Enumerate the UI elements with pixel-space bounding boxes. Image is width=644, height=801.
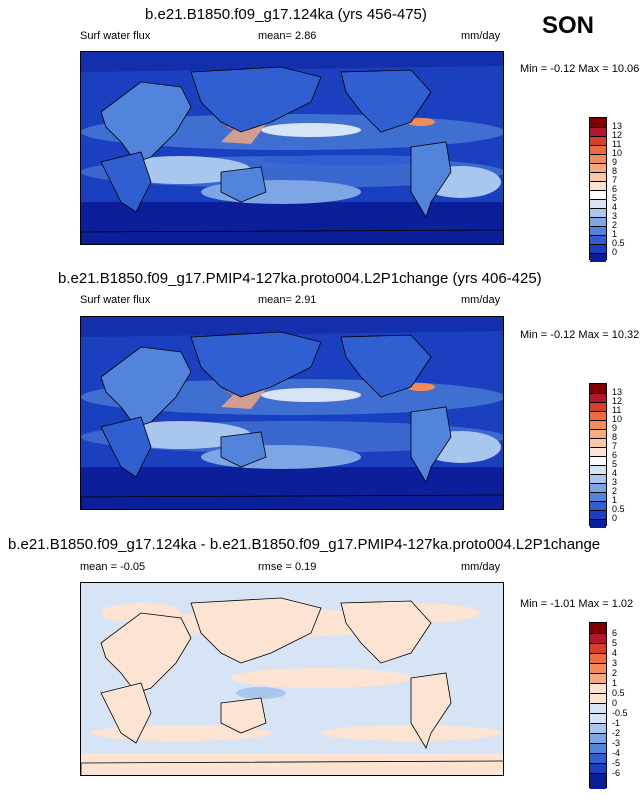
colorbar-tick: 0 <box>612 698 618 708</box>
colorbar-tick: 4 <box>612 468 618 478</box>
panel2-variable-label: Surf water flux <box>80 294 151 306</box>
colorbar-tick: 4 <box>612 648 618 658</box>
panel3-units: mm/day <box>461 561 501 573</box>
colorbar-tick: 0.5 <box>612 688 625 698</box>
colorbar-tick: 6 <box>612 628 618 638</box>
panel3-rmse-value: 0.19 <box>295 561 317 573</box>
colorbar-tick: 5 <box>612 193 618 203</box>
colorbar-tick: 13 <box>612 121 623 131</box>
panel2-units: mm/day <box>461 294 501 306</box>
panel1-variable-label: Surf water flux <box>80 30 151 42</box>
colorbar-tick: 2 <box>612 668 618 678</box>
colorbar-tick: 12 <box>612 130 623 140</box>
colorbar-tick: -2 <box>612 728 621 738</box>
panel3-rmse-label: rmse = 0.19 <box>258 561 317 573</box>
colorbar-tick: 8 <box>612 166 618 176</box>
colorbar-tick: 6 <box>612 450 618 460</box>
colorbar-tick: 5 <box>612 638 618 648</box>
panel3-title: b.e21.B1850.f09_g17.124ka - b.e21.B1850.… <box>8 536 601 553</box>
panel3-mean-value: -0.05 <box>120 561 146 573</box>
colorbar-tick: 1 <box>612 229 618 239</box>
season-label: SON <box>542 12 595 39</box>
panel1-units: mm/day <box>461 30 501 42</box>
panel1-minmax: Min = -0.12 Max = 10.06 <box>520 63 640 75</box>
colorbar-tick: 13 <box>612 387 623 397</box>
panel2-colorbar <box>589 383 607 528</box>
panel2-mean-value: 2.91 <box>295 294 317 306</box>
panel3-min-value: -1.01 <box>550 598 576 610</box>
colorbar-tick: 0 <box>612 247 618 257</box>
colorbar-tick: 7 <box>612 441 618 451</box>
colorbar-tick: 12 <box>612 396 623 406</box>
colorbar-tick: 10 <box>612 148 623 158</box>
panel2-max-value: 10.32 <box>611 329 640 341</box>
panel2-minmax: Min = -0.12 Max = 10.32 <box>520 329 640 341</box>
colorbar-tick: 9 <box>612 423 618 433</box>
colorbar-tick: 1 <box>612 495 618 505</box>
colorbar-tick: 0 <box>612 513 618 523</box>
colorbar-tick: -3 <box>612 738 621 748</box>
colorbar-tick: 1 <box>612 678 618 688</box>
colorbar-tick: 9 <box>612 157 618 167</box>
colorbar-tick: 3 <box>612 477 618 487</box>
panel1-map <box>80 51 504 245</box>
colorbar-tick: 3 <box>612 211 618 221</box>
panel3-map <box>80 582 504 776</box>
colorbar-tick: -1 <box>612 718 621 728</box>
panel1-mean-label: mean= 2.86 <box>258 30 317 42</box>
panel1-colorbar <box>589 117 607 262</box>
colorbar-tick: 2 <box>612 486 618 496</box>
colorbar-tick: 3 <box>612 658 618 668</box>
colorbar-tick: 0.5 <box>612 504 625 514</box>
panel3-mean-label: mean = -0.05 <box>80 561 146 573</box>
colorbar-tick: 0.5 <box>612 238 625 248</box>
panel1-mean-value: 2.86 <box>295 30 317 42</box>
panel1-min-value: -0.12 <box>550 63 576 75</box>
panel2-mean-label: mean= 2.91 <box>258 294 317 306</box>
colorbar-tick: 7 <box>612 175 618 185</box>
panel3-max-value: 1.02 <box>611 598 634 610</box>
colorbar-tick: 11 <box>612 139 622 149</box>
colorbar-tick: 6 <box>612 184 618 194</box>
colorbar-tick: 8 <box>612 432 618 442</box>
colorbar-tick: 10 <box>612 414 623 424</box>
panel3-minmax: Min = -1.01 Max = 1.02 <box>520 598 634 610</box>
panel2-title: b.e21.B1850.f09_g17.PMIP4-127ka.proto004… <box>58 270 542 287</box>
colorbar-tick: 2 <box>612 220 618 230</box>
colorbar-tick: -6 <box>612 768 621 778</box>
colorbar-tick: 4 <box>612 202 618 212</box>
panel1-max-value: 10.06 <box>611 63 640 75</box>
panel2-map <box>80 316 504 510</box>
panel2-min-value: -0.12 <box>550 329 576 341</box>
colorbar-tick: -4 <box>612 748 621 758</box>
panel1-title: b.e21.B1850.f09_g17.124ka (yrs 456-475) <box>145 6 427 23</box>
colorbar-tick: 5 <box>612 459 618 469</box>
colorbar-tick: -5 <box>612 758 621 768</box>
colorbar-tick: -0.5 <box>612 708 628 718</box>
panel3-colorbar <box>589 622 607 789</box>
colorbar-tick: 11 <box>612 405 622 415</box>
